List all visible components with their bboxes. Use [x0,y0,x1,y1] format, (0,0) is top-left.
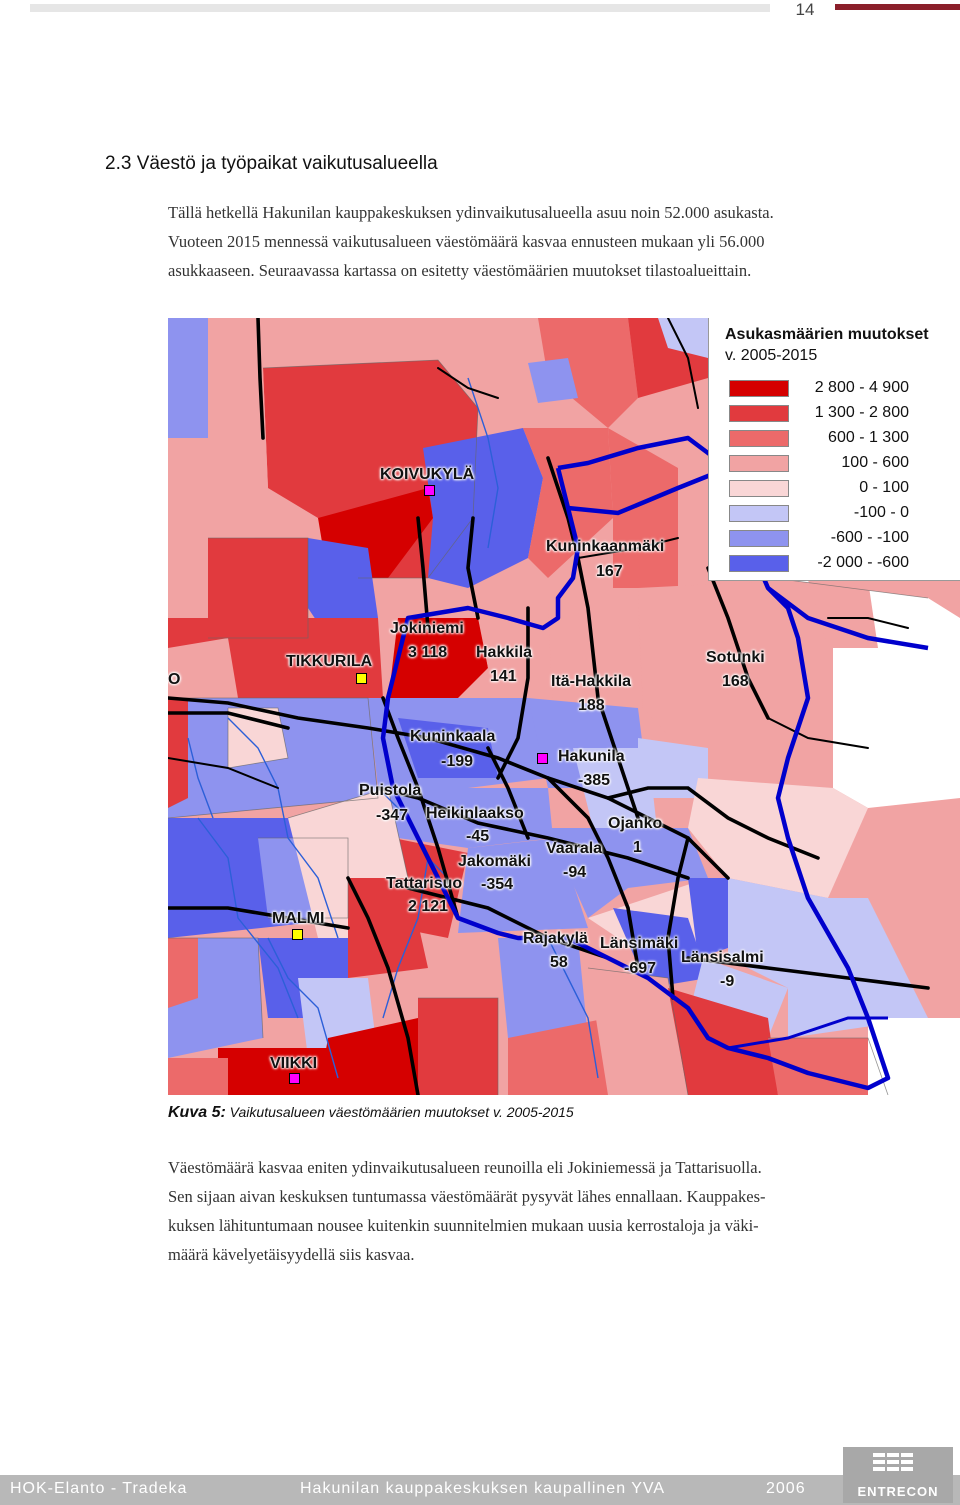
label-tattarisuo: Tattarisuo [386,875,463,892]
legend-swatch [729,455,789,472]
tikkurila-marker-icon [356,673,367,684]
legend-swatch [729,555,789,572]
malmi-marker-icon [292,929,303,940]
body-line-1: Väestömäärä kasvaa eniten ydinvaikutusal… [168,1158,762,1177]
label-heikinlaakso: Heikinlaakso [426,805,524,822]
legend-item: 600 - 1 300 [729,429,959,449]
intro-line-2: Vuoteen 2015 mennessä vaikutusalueen väe… [168,232,765,251]
value-rajakyla: 58 [550,954,568,971]
legend-label: 2 800 - 4 900 [814,379,909,396]
entrecon-logo-icon [873,1453,913,1471]
value-heikinlaakso: -45 [466,828,490,845]
legend-label: 0 - 100 [859,479,909,496]
body-line-2: Sen sijaan aivan keskuksen tuntumassa vä… [168,1187,766,1206]
map-legend: Asukasmäärien muutokset v. 2005-2015 2 8… [708,318,960,581]
legend-swatch [729,405,789,422]
value-jakomaki: -354 [481,876,514,893]
label-kuninkaala: Kuninkaala [410,728,496,745]
legend-label: -2 000 - -600 [817,554,909,571]
legend-swatch [729,530,789,547]
value-jokiniemi: 3 118 [408,644,448,661]
legend-label: -100 - 0 [853,504,909,521]
label-ojanko: Ojanko [608,815,663,832]
legend-swatch [729,380,789,397]
legend-item: -2 000 - -600 [729,554,959,574]
value-hakkila: 141 [490,668,517,685]
label-edge-o: O [168,671,181,688]
body-line-4: määrä kävelyetäisyydellä siis kasvaa. [168,1245,415,1264]
page-footer: HOK-Elanto - Tradeka Hakunilan kauppakes… [0,1475,960,1505]
entrecon-logo: ENTRECON [843,1447,953,1503]
legend-swatch [729,430,789,447]
legend-item: -600 - -100 [729,529,959,549]
koivukyla-marker-icon [424,485,435,496]
value-sotunki: 168 [722,673,749,690]
footer-client: HOK-Elanto - Tradeka [10,1480,188,1497]
legend-title: Asukasmäärien muutokset [725,326,929,343]
value-kuninkaala: -199 [441,753,474,770]
label-sotunki: Sotunki [706,649,765,666]
caption-text: Vaikutusalueen väestömäärien muutokset v… [225,1104,574,1120]
label-rajakyla: Rajakylä [523,930,588,947]
viikki-marker-icon [289,1073,300,1084]
label-ita-hakkila: Itä-Hakkila [551,673,632,690]
label-tikkurila: TIKKURILA [286,653,373,670]
legend-swatch [729,480,789,497]
label-puistola: Puistola [359,782,422,799]
legend-item: 2 800 - 4 900 [729,379,959,399]
legend-label: 1 300 - 2 800 [814,404,909,421]
value-vaarala: -94 [563,864,587,881]
intro-line-3: asukkaaseen. Seuraavassa kartassa on esi… [168,261,752,280]
logo-wordmark: ENTRECON [857,1484,939,1499]
top-rule-red [835,4,960,10]
value-ojanko: 1 [633,839,642,856]
value-tattarisuo: 2 121 [408,898,449,915]
footer-title: Hakunilan kauppakeskuksen kaupallinen YV… [300,1480,666,1497]
value-lansisalmi: -9 [720,973,735,990]
label-lansisalmi: Länsisalmi [681,949,764,966]
label-koivukyla: KOIVUKYLÄ [380,466,475,483]
footer-year: 2006 [766,1480,806,1497]
legend-item: -100 - 0 [729,504,959,524]
legend-label: 100 - 600 [841,454,909,471]
caption-prefix: Kuva 5: [168,1104,226,1121]
value-hakunila: -385 [578,772,611,789]
label-hakkila: Hakkila [476,644,533,661]
label-jakomaki: Jakomäki [458,853,531,870]
label-vaarala: Vaarala [546,840,603,857]
top-rule-gray [30,4,770,12]
value-kuninkaanmaki: 167 [596,563,623,580]
value-ita-hakkila: 188 [578,697,605,714]
label-lansimaki: Länsimäki [600,935,679,952]
value-lansimaki: -697 [624,960,657,977]
legend-label: -600 - -100 [830,529,909,546]
value-puistola: -347 [376,807,409,824]
legend-item: 0 - 100 [729,479,959,499]
label-malmi: MALMI [272,910,325,927]
section-heading: 2.3 Väestö ja työpaikat vaikutusalueella [105,153,438,174]
legend-item: 100 - 600 [729,454,959,474]
hakunila-marker-icon [537,753,548,764]
legend-subtitle: v. 2005-2015 [725,347,818,364]
label-jokiniemi: Jokiniemi [390,620,464,637]
label-hakunila: Hakunila [558,748,625,765]
page-number: 14 [795,0,815,19]
legend-item: 1 300 - 2 800 [729,404,959,424]
figure-caption: Kuva 5: Vaikutusalueen väestömäärien muu… [168,1104,574,1122]
population-change-map: Asukasmäärien muutokset v. 2005-2015 2 8… [168,318,960,1095]
intro-line-1: Tällä hetkellä Hakunilan kauppakeskuksen… [168,203,774,222]
label-viikki: VIIKKI [270,1055,318,1072]
legend-swatch [729,505,789,522]
legend-label: 600 - 1 300 [828,429,909,446]
label-kuninkaanmaki: Kuninkaanmäki [546,538,665,555]
body-line-3: kuksen lähituntumaan nousee kuitenkin su… [168,1216,759,1235]
